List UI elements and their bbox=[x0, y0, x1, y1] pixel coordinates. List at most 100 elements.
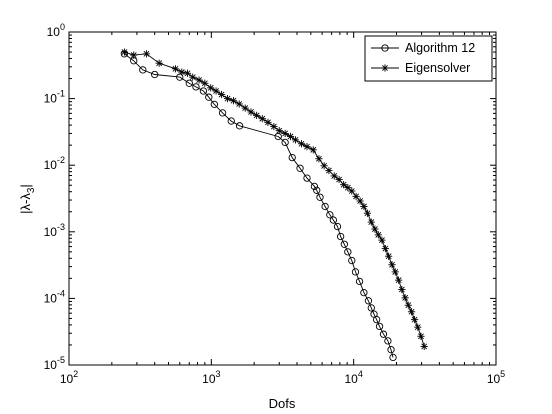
data-point-algorithm bbox=[333, 222, 342, 231]
data-point-eigensolver bbox=[371, 225, 379, 233]
data-point-eigensolver bbox=[348, 187, 356, 195]
asterisk-stroke bbox=[411, 316, 418, 323]
y-tick-label-base: 10 bbox=[47, 25, 61, 39]
asterisk-stroke bbox=[178, 69, 185, 76]
asterisk-stroke bbox=[207, 84, 214, 91]
plot-area-frame bbox=[68, 31, 497, 366]
data-point-eigensolver bbox=[247, 108, 255, 116]
data-point-algorithm bbox=[364, 297, 373, 305]
data-point-eigensolver bbox=[241, 104, 249, 112]
asterisk-stroke bbox=[379, 237, 385, 244]
data-point-algorithm bbox=[288, 153, 296, 162]
data-point-algorithm bbox=[235, 122, 244, 130]
asterisk-stroke bbox=[156, 60, 163, 67]
data-point-algorithm bbox=[344, 248, 352, 256]
data-point-eigensolver bbox=[189, 73, 197, 81]
data-point-eigensolver bbox=[275, 127, 283, 135]
asterisk-stroke bbox=[316, 155, 322, 162]
series-line-algorithm bbox=[124, 53, 394, 358]
asterisk-stroke bbox=[201, 80, 208, 87]
data-point-eigensolver bbox=[264, 118, 272, 126]
data-point-eigensolver bbox=[411, 316, 419, 324]
data-point-eigensolver bbox=[404, 301, 412, 309]
asterisk-stroke bbox=[360, 203, 367, 210]
asterisk-stroke bbox=[375, 231, 382, 238]
asterisk-stroke bbox=[298, 140, 305, 147]
plot-marks bbox=[120, 48, 428, 362]
data-point-algorithm bbox=[185, 79, 193, 87]
data-point-eigensolver bbox=[291, 136, 300, 144]
x-tick-label-exponent: 3 bbox=[216, 369, 221, 379]
data-point-eigensolver bbox=[297, 140, 306, 148]
asterisk-stroke bbox=[236, 101, 243, 107]
data-point-eigensolver bbox=[303, 143, 311, 151]
data-point-eigensolver bbox=[395, 276, 403, 284]
asterisk-stroke bbox=[402, 294, 409, 301]
asterisk-stroke bbox=[325, 167, 332, 174]
x-axis-label: Dofs bbox=[269, 396, 296, 411]
data-point-eigensolver bbox=[325, 166, 333, 175]
legend-label-algorithm: Algorithm 12 bbox=[405, 41, 475, 55]
asterisk-stroke bbox=[184, 70, 191, 77]
data-point-eigensolver bbox=[320, 162, 328, 170]
asterisk-stroke bbox=[382, 245, 389, 252]
asterisk-stroke bbox=[392, 268, 399, 275]
asterisk-stroke bbox=[398, 286, 405, 293]
data-point-algorithm bbox=[384, 337, 392, 345]
asterisk-stroke bbox=[340, 181, 347, 188]
asterisk-stroke bbox=[259, 115, 266, 122]
asterisk-stroke bbox=[172, 65, 179, 72]
asterisk-stroke bbox=[321, 162, 328, 169]
y-tick-label-base: 10 bbox=[44, 225, 58, 239]
data-point-eigensolver bbox=[201, 79, 209, 87]
asterisk-stroke bbox=[310, 146, 317, 153]
x-tick-label-exponent: 4 bbox=[358, 369, 363, 379]
data-point-algorithm bbox=[326, 211, 334, 219]
data-point-eigensolver bbox=[315, 155, 323, 163]
data-point-eigensolver bbox=[253, 111, 261, 119]
asterisk-stroke bbox=[371, 226, 378, 232]
y-tick-label: 10-4 bbox=[44, 288, 65, 305]
asterisk-stroke bbox=[270, 123, 277, 130]
x-tick-label-base: 10 bbox=[487, 372, 501, 386]
asterisk-stroke bbox=[385, 253, 392, 260]
asterisk-stroke bbox=[331, 173, 338, 179]
data-point-eigensolver bbox=[142, 50, 151, 58]
data-point-eigensolver bbox=[414, 323, 422, 331]
data-point-eigensolver bbox=[378, 236, 386, 244]
x-tick-label: 102 bbox=[60, 369, 78, 386]
data-point-eigensolver bbox=[212, 87, 220, 95]
data-point-algorithm bbox=[389, 353, 397, 362]
data-point-eigensolver bbox=[360, 202, 368, 211]
data-point-algorithm bbox=[310, 182, 319, 191]
x-tick-label: 103 bbox=[202, 369, 220, 386]
series-line-eigensolver bbox=[124, 51, 425, 347]
data-point-algorithm bbox=[340, 240, 348, 248]
data-point-eigensolver bbox=[120, 48, 128, 56]
asterisk-stroke bbox=[230, 97, 237, 104]
asterisk-stroke bbox=[344, 184, 351, 191]
asterisk-stroke bbox=[189, 74, 196, 81]
asterisk-stroke bbox=[389, 261, 395, 268]
legend-marker-algorithm bbox=[381, 44, 389, 52]
data-point-algorithm bbox=[218, 109, 227, 117]
asterisk-stroke bbox=[382, 65, 388, 71]
data-point-algorithm bbox=[151, 70, 159, 79]
data-point-eigensolver bbox=[356, 197, 364, 205]
data-point-eigensolver bbox=[385, 252, 393, 260]
legend-marker-eigensolver bbox=[381, 64, 389, 72]
data-point-algorithm bbox=[375, 322, 384, 331]
y-tick-label-exponent: -5 bbox=[57, 355, 65, 365]
y-tick-label-exponent: -3 bbox=[57, 222, 65, 232]
asterisk-stroke bbox=[395, 277, 402, 284]
y-tick-label-exponent: 0 bbox=[60, 22, 65, 32]
y-tick-label: 10-1 bbox=[44, 89, 65, 106]
data-point-eigensolver bbox=[381, 244, 389, 253]
asterisk-stroke bbox=[130, 52, 137, 59]
legend-label-eigensolver: Eigensolver bbox=[405, 61, 470, 75]
y-tick-label-base: 10 bbox=[44, 92, 58, 106]
data-point-eigensolver bbox=[207, 84, 215, 92]
x-tick-label-exponent: 2 bbox=[73, 369, 78, 379]
asterisk-stroke bbox=[405, 302, 412, 309]
